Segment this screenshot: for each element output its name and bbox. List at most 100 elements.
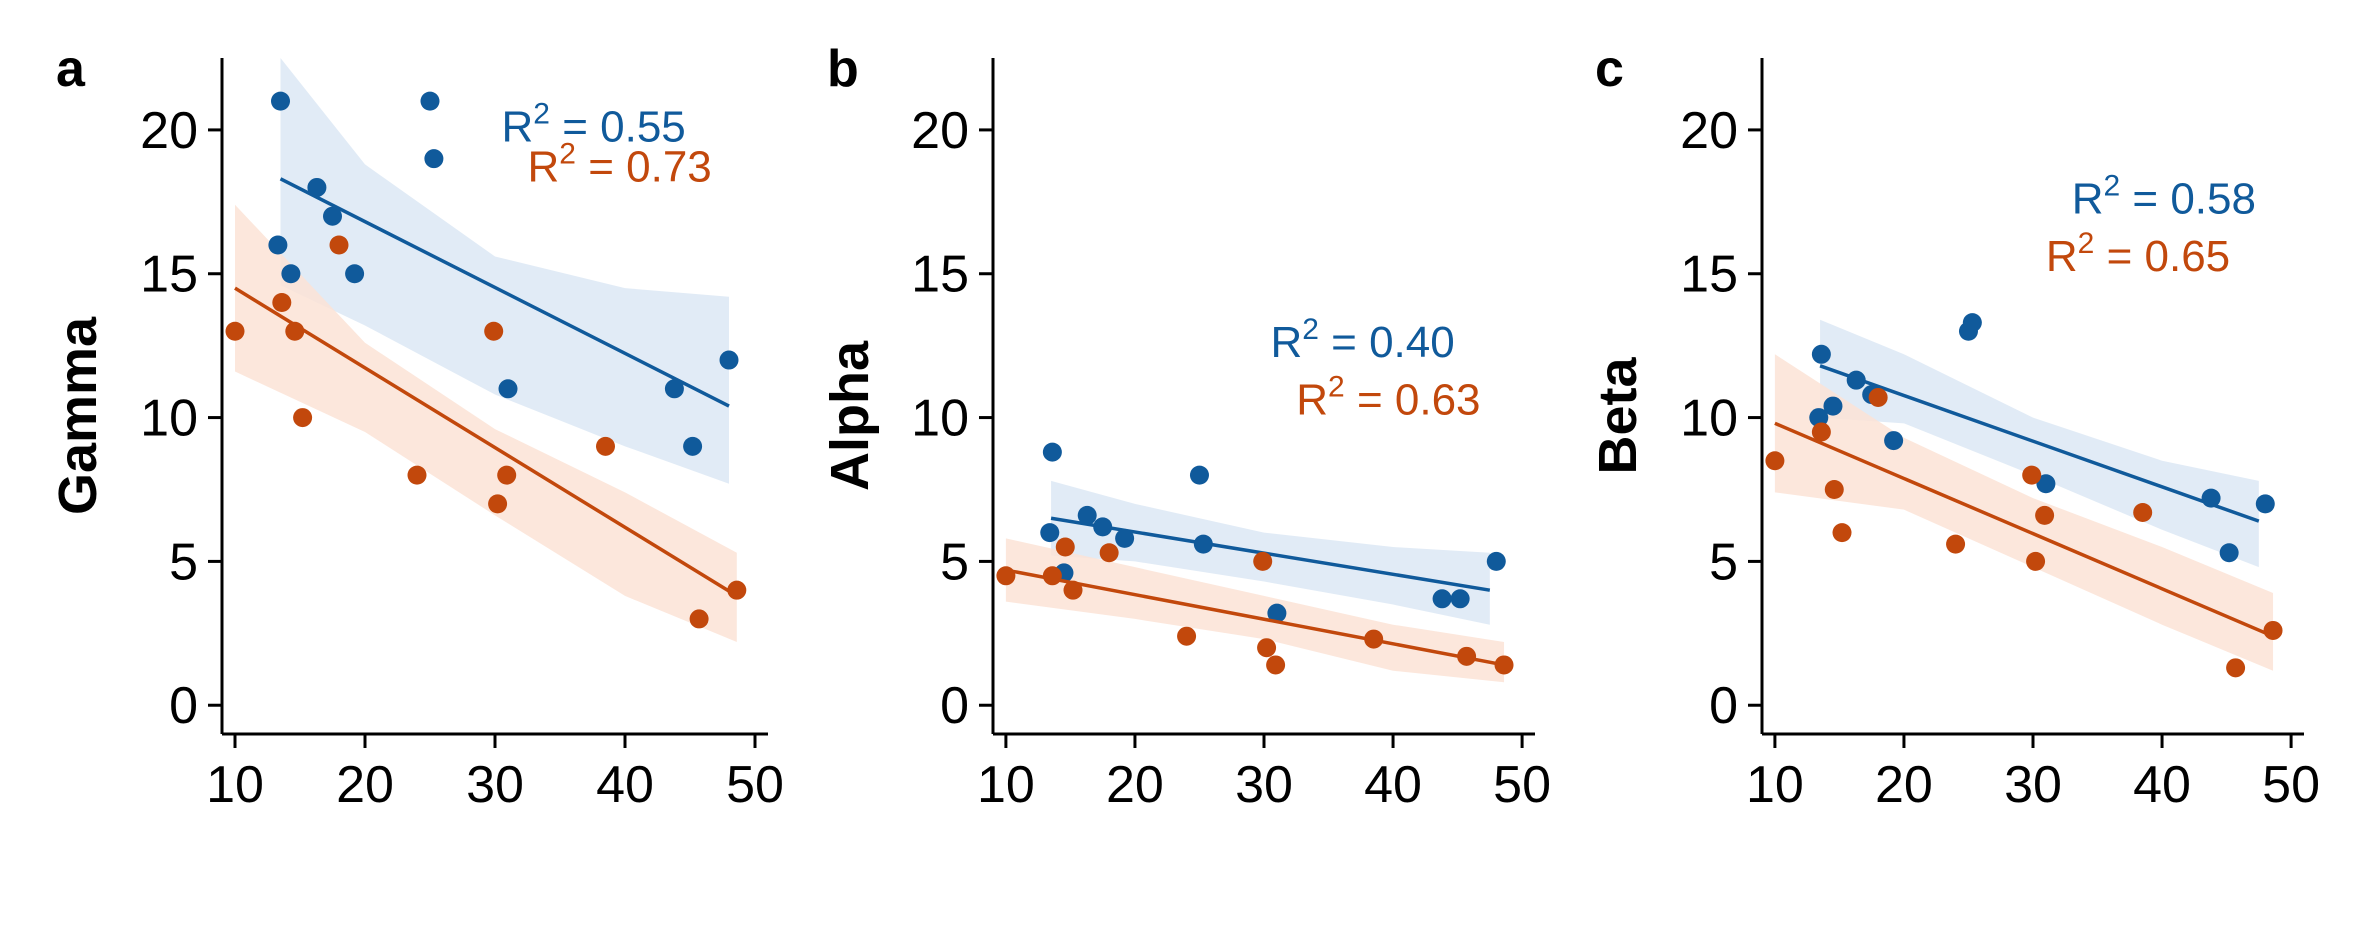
data-point-orange: [1824, 479, 1844, 499]
x-tick-label: 10: [977, 756, 1035, 814]
confidence-band-orange: [1774, 354, 2274, 671]
data-point-blue: [2219, 543, 2239, 563]
r-squared-value: 0.65: [2145, 232, 2231, 281]
y-tick-label: 5: [169, 533, 198, 591]
data-point-blue: [1115, 528, 1135, 548]
x-tick-label: 30: [2004, 756, 2062, 814]
data-point-orange: [596, 436, 615, 456]
data-point-orange: [2035, 505, 2055, 525]
y-tick-label: 0: [1709, 677, 1738, 735]
data-point-orange: [1811, 422, 1831, 442]
data-point-blue: [1884, 431, 1904, 451]
data-point-blue: [1962, 313, 1982, 333]
r-squared-value: 0.40: [1369, 318, 1455, 367]
data-point-blue: [683, 436, 703, 456]
x-tick-label: 10: [206, 756, 264, 814]
data-point-orange: [727, 580, 747, 600]
data-point-orange: [488, 494, 508, 514]
data-point-blue: [2201, 488, 2221, 508]
r-squared-label: R2 = 0.73: [528, 138, 712, 192]
data-point-orange: [1832, 523, 1852, 543]
x-tick-label: 50: [726, 756, 784, 814]
x-tick-label: 50: [2262, 756, 2320, 814]
data-point-blue: [1040, 523, 1060, 543]
data-point-blue: [1042, 442, 1062, 462]
regression-line-orange: [1774, 421, 2274, 638]
y-tick-label: 20: [1680, 102, 1738, 160]
x-tick-label: 30: [466, 756, 524, 814]
panel-letter: c: [1595, 40, 1624, 98]
confidence-band-blue: [280, 58, 729, 484]
data-point-blue: [323, 206, 342, 226]
y-tick-label: 10: [911, 390, 969, 448]
confidence-band-orange: [235, 204, 737, 642]
data-point-orange: [293, 408, 313, 428]
data-point-blue: [307, 177, 327, 197]
r-squared-value: 0.63: [1395, 376, 1481, 425]
data-point-blue: [1846, 370, 1866, 390]
data-point-orange: [1266, 655, 1286, 675]
data-point-orange: [2026, 551, 2046, 571]
y-axis-label: Alpha: [820, 340, 880, 491]
data-point-orange: [1364, 629, 1384, 649]
data-point-orange: [1457, 646, 1477, 666]
x-tick-label: 30: [1235, 756, 1293, 814]
x-tick-label: 40: [1364, 756, 1422, 814]
data-point-orange: [484, 321, 504, 341]
y-tick-label: 15: [911, 246, 969, 304]
y-tick-label: 0: [940, 677, 969, 735]
data-point-orange: [285, 321, 305, 341]
data-point-orange: [1055, 537, 1075, 557]
data-point-blue: [424, 149, 444, 169]
r-squared-label: R2 = 0.65: [2046, 227, 2230, 281]
data-point-blue: [1809, 408, 1829, 428]
data-point-blue: [1189, 465, 1209, 485]
data-point-orange: [2022, 465, 2042, 485]
data-point-orange: [2226, 658, 2246, 678]
data-point-orange: [689, 609, 709, 629]
data-point-orange: [1253, 551, 1273, 571]
x-tick-label: 20: [1875, 756, 1933, 814]
x-tick-label: 20: [1106, 756, 1164, 814]
data-point-orange: [1765, 451, 1785, 471]
data-point-blue: [1823, 396, 1843, 416]
data-point-blue: [1432, 589, 1452, 609]
data-point-orange: [407, 465, 427, 485]
r-squared-value: 0.73: [626, 143, 712, 192]
data-point-blue: [345, 264, 365, 284]
data-point-orange: [1099, 543, 1119, 563]
data-point-orange: [497, 465, 517, 485]
y-tick-label: 10: [140, 390, 198, 448]
data-point-orange: [1257, 638, 1277, 658]
data-point-blue: [498, 379, 518, 399]
y-tick-label: 10: [1680, 390, 1738, 448]
data-point-orange: [329, 235, 349, 255]
data-point-orange: [1946, 534, 1966, 554]
r-squared-label: R2 = 0.40: [1270, 313, 1454, 367]
y-axis-label: Beta: [1588, 357, 1648, 475]
y-tick-label: 20: [911, 102, 969, 160]
y-tick-label: 5: [1709, 533, 1738, 591]
data-point-orange: [1494, 655, 1514, 675]
r-squared-label: R2 = 0.55: [502, 97, 686, 151]
x-tick-label: 50: [1493, 756, 1551, 814]
r-squared-value: 0.55: [600, 102, 686, 151]
data-point-orange: [2133, 503, 2153, 523]
data-point-orange: [1063, 580, 1083, 600]
data-point-blue: [719, 350, 739, 370]
x-tick-label: 40: [596, 756, 654, 814]
data-point-orange: [996, 566, 1016, 586]
data-point-orange: [1042, 566, 1062, 586]
data-point-orange: [1177, 626, 1197, 646]
y-axis-label: Gamma: [48, 316, 108, 515]
data-point-blue: [420, 91, 440, 111]
data-point-orange: [272, 293, 292, 313]
r-squared-label: R2 = 0.63: [1296, 371, 1480, 425]
data-point-blue: [1093, 517, 1113, 537]
data-point-blue: [664, 379, 684, 399]
data-point-blue: [1811, 344, 1831, 364]
